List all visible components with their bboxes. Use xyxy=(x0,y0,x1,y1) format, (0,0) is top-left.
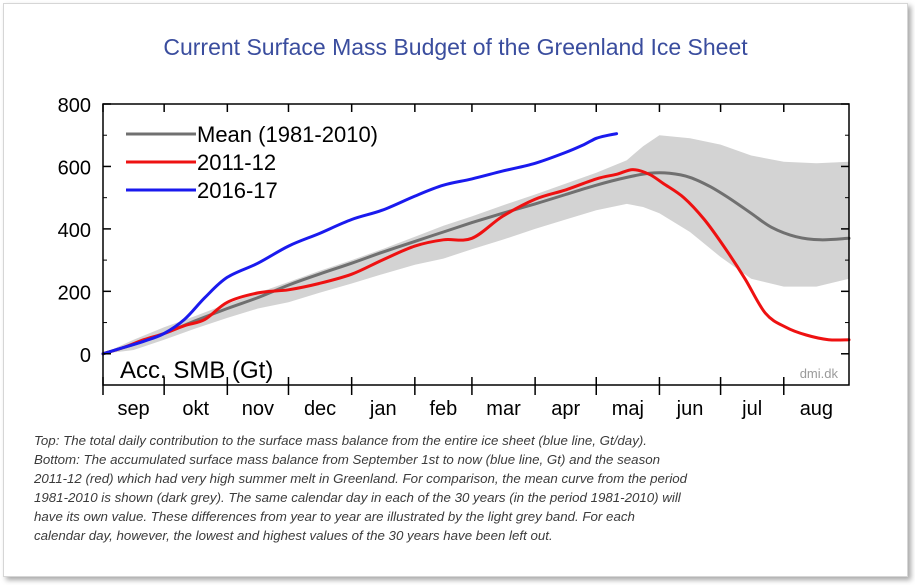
legend-label-0: Mean (1981-2010) xyxy=(197,122,378,147)
x-tick-label: jun xyxy=(676,398,704,420)
x-tick-label: aug xyxy=(800,398,833,420)
y-tick-label: 800 xyxy=(58,95,91,117)
x-tick-label: apr xyxy=(551,398,580,420)
x-tick-label: maj xyxy=(612,398,644,420)
legend-label-2: 2016-17 xyxy=(197,178,278,203)
caption-line: Top: The total daily contribution to the… xyxy=(34,433,647,448)
x-tick-label: jan xyxy=(369,398,397,420)
x-tick-label: sep xyxy=(117,398,149,420)
chart-svg: 0 200 400 600 800 sep okt nov dec jan feb mar apr maj… xyxy=(58,95,851,420)
y-tick-label: 400 xyxy=(58,220,91,242)
variability-band xyxy=(103,135,849,354)
plot-border xyxy=(102,103,850,386)
figure-frame: Current Surface Mass Budget of the Green… xyxy=(3,3,908,577)
caption-line: have its own value. These differences fr… xyxy=(34,509,635,524)
caption-line: calendar day, however, the lowest and hi… xyxy=(34,528,553,543)
watermark: dmi.dk xyxy=(800,366,839,381)
caption-line: Bottom: The accumulated surface mass bal… xyxy=(34,452,661,467)
legend-label-1: 2011-12 xyxy=(197,150,276,175)
chart-title: Current Surface Mass Budget of the Green… xyxy=(163,34,748,60)
x-tick-label: dec xyxy=(304,398,336,420)
caption-line: 1981-2010 is shown (dark grey). The same… xyxy=(34,490,681,505)
x-tick-label: okt xyxy=(182,398,209,420)
caption: Top: The total daily contribution to the… xyxy=(34,431,894,545)
y-tick-label: 200 xyxy=(58,282,91,304)
x-tick-label: jul xyxy=(741,398,762,420)
x-tick-label: feb xyxy=(429,398,457,420)
y-tick-label: 0 xyxy=(80,345,91,367)
x-tick-label: nov xyxy=(242,398,274,420)
series-line-1 xyxy=(101,168,851,356)
series-line-2 xyxy=(101,132,619,356)
caption-line: 2011-12 (red) which had very high summer… xyxy=(34,471,688,486)
y-tick-label: 600 xyxy=(58,157,91,179)
y-axis-label: Acc. SMB (Gt) xyxy=(120,357,273,384)
x-tick-label: mar xyxy=(486,398,521,420)
